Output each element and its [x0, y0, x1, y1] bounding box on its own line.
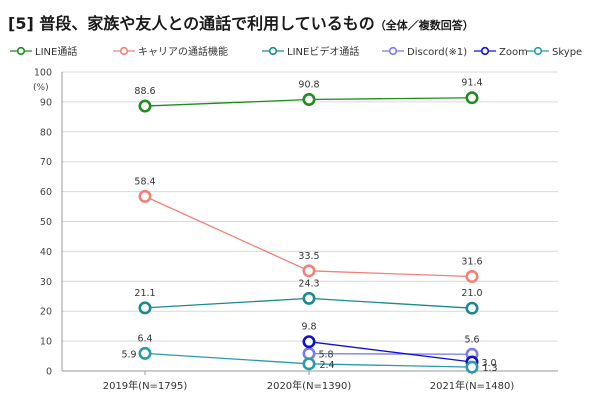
y-unit-label: (%)	[33, 83, 49, 93]
data-label-1-0: 58.4	[134, 176, 155, 187]
data-point-4-1	[302, 335, 316, 349]
legend-label-2: LINEビデオ通話	[287, 45, 359, 58]
data-label-0-2: 91.4	[461, 78, 482, 89]
data-label-2-0: 21.1	[134, 288, 155, 299]
data-point-0-2	[465, 91, 479, 105]
x-tick-label-2: 2021年(N=1480)	[430, 379, 515, 392]
x-tick-label-1: 2020年(N=1390)	[267, 379, 352, 392]
y-tick-label-100: 100	[34, 68, 52, 79]
y-tick-label-0: 0	[46, 367, 52, 378]
data-label-4-1: 9.8	[301, 322, 316, 333]
data-point-1-1	[302, 264, 316, 278]
data-label-5-2: 1.3	[482, 363, 497, 374]
series-line-4	[308, 341, 473, 363]
legend-marker-1	[119, 46, 129, 56]
data-point-0-1	[302, 93, 316, 107]
y-tick-label-90: 90	[40, 97, 52, 108]
data-label-2-1: 24.3	[298, 278, 319, 289]
data-point-3-1	[302, 347, 316, 361]
legend-marker-0	[16, 46, 26, 56]
legend-label-4: Zoom	[499, 47, 528, 58]
y-tick-label-30: 30	[40, 277, 52, 288]
legend-marker-2	[268, 46, 278, 56]
data-label-3-2: 5.6	[464, 334, 479, 345]
data-point-2-1	[302, 291, 316, 305]
y-tick-label-80: 80	[40, 127, 52, 138]
y-tick-label-10: 10	[40, 337, 52, 348]
data-point-5-0	[138, 346, 152, 360]
data-point-1-0	[138, 189, 152, 203]
data-point-5-2	[465, 360, 479, 374]
data-label-2-2: 21.0	[461, 288, 482, 299]
legend-label-5: Skype	[552, 47, 582, 58]
legend-marker-5	[533, 46, 543, 56]
legend-label-3: Discord(※1)	[407, 47, 467, 58]
data-label-4-2: 3.0	[481, 358, 496, 369]
series-line-3	[308, 353, 473, 355]
data-point-5-1	[302, 357, 316, 371]
extra-label-0: 6.4	[137, 333, 152, 344]
data-label-0-0: 88.6	[134, 86, 155, 97]
y-tick-label-40: 40	[40, 247, 52, 258]
legend-marker-3	[388, 46, 398, 56]
data-point-0-0	[138, 99, 152, 113]
data-point-2-2	[465, 301, 479, 315]
data-point-1-2	[465, 270, 479, 284]
legend-label-1: キャリアの通話機能	[138, 45, 228, 58]
chart-subtitle: （全体／複数回答）	[374, 19, 474, 32]
chart-title: [5] 普段、家族や友人との通話で利用しているもの（全体／複数回答）	[8, 10, 474, 34]
data-label-5-0: 5.9	[121, 349, 136, 360]
y-tick-label-70: 70	[40, 157, 52, 168]
y-tick-label-50: 50	[40, 217, 52, 228]
data-label-5-1: 2.4	[319, 360, 334, 371]
y-tick-label-20: 20	[40, 307, 52, 318]
data-label-1-2: 31.6	[461, 257, 482, 268]
data-label-1-1: 33.5	[298, 251, 319, 262]
legend-label-0: LINE通話	[35, 45, 77, 58]
y-tick-label-60: 60	[40, 187, 52, 198]
data-point-2-0	[138, 301, 152, 315]
legend-marker-4	[480, 46, 490, 56]
chart-title-text: [5] 普段、家族や友人との通話で利用しているもの	[8, 14, 375, 33]
x-tick-label-0: 2019年(N=1795)	[103, 379, 188, 392]
data-label-0-1: 90.8	[298, 80, 319, 91]
data-label-3-1: 5.8	[318, 350, 333, 361]
